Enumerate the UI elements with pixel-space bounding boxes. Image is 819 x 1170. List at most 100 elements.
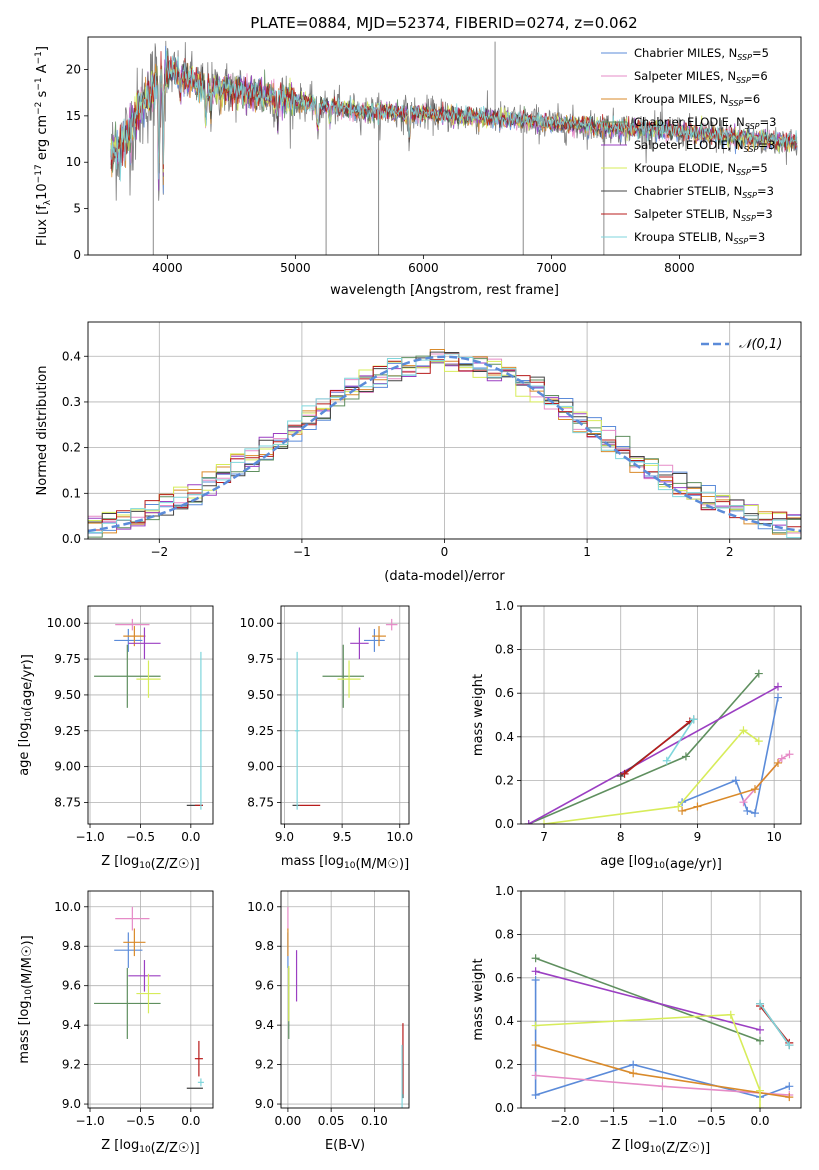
y-tick-label: 5 [73, 202, 81, 216]
y-axis-label: Normed distribution [35, 366, 50, 496]
legend-entry: Chabrier MILES, NSSP=5 [634, 46, 769, 62]
x-tick-label: −1.5 [599, 1114, 628, 1128]
weight-marker [662, 756, 671, 765]
residuals-panel: −2 −1 0 1 2 0.0 0.1 0.2 0.3 0.4 (data-model)/error… [35, 321, 802, 584]
weight-series-7 [624, 720, 691, 775]
weight-marker [739, 798, 748, 807]
y-tick-label: 9.00 [247, 760, 274, 774]
age-vs-Z-frame [87, 605, 214, 825]
y-tick-label: 9.4 [62, 1018, 81, 1032]
residual-histogram-5 [88, 360, 801, 533]
y-tick-label: 10.00 [240, 616, 274, 630]
weight-marker [756, 1025, 765, 1034]
y-tick-label: 0.6 [495, 971, 514, 985]
weight-series-8 [759, 1003, 790, 1046]
age-vs-mass-frame [280, 605, 410, 825]
x-tick-label: 9.5 [333, 830, 352, 844]
y-tick-label: 10.0 [247, 900, 274, 914]
weight-vs-age-plot-area [521, 606, 801, 824]
x-tick-label: 0.00 [275, 1114, 302, 1128]
x-tick-label: −0.5 [126, 1114, 155, 1128]
legend-entry: Salpeter STELIB, NSSP=3 [634, 207, 773, 223]
y-tick-label: 0.8 [495, 927, 514, 941]
x-tick-label: 7 [540, 830, 548, 844]
legend-entry: Kroupa MILES, NSSP=6 [634, 92, 760, 108]
figure-title: PLATE=0884, MJD=52374, FIBERID=0274, z=0… [250, 14, 637, 32]
y-tick-label: 8.75 [247, 795, 274, 809]
y-tick-label: 10.00 [47, 616, 81, 630]
weight-marker [629, 1069, 638, 1078]
weight-vs-age-panel: 7 8 9 10 0.0 0.2 0.4 0.6 0.8 1.0 age [log10(age/yr… [471, 599, 802, 872]
x-tick-label: 0.10 [361, 1114, 388, 1128]
x-tick-label: 0.0 [750, 1114, 769, 1128]
y-axis-label: age [log10(age/yr)] [17, 654, 35, 776]
age-vs-Z-plot-area [88, 606, 213, 824]
age-vs-mass-plot-area [281, 606, 409, 824]
y-tick-label: 9.8 [255, 939, 274, 953]
weight-marker [693, 802, 702, 811]
x-tick-label: −2 [150, 545, 168, 559]
weight-marker [658, 1082, 667, 1091]
legend-entry: Salpeter MILES, NSSP=6 [634, 69, 768, 85]
weight-marker [726, 1010, 735, 1019]
weight-series-4 [528, 685, 779, 824]
weight-marker [777, 754, 786, 763]
weight-series-2 [681, 762, 779, 812]
y-tick-label: 9.75 [247, 652, 274, 666]
y-tick-label: 0.6 [495, 686, 514, 700]
y-tick-label: 20 [66, 62, 81, 76]
residuals-plot-area [88, 322, 801, 539]
x-tick-label: 4000 [152, 261, 183, 275]
weight-marker [540, 820, 549, 824]
weight-marker [785, 750, 794, 759]
legend-entry: Kroupa ELODIE, NSSP=5 [634, 161, 768, 177]
weight-vs-Z-panel: −2.0 −1.5 −1.0 −0.5 0.0 0.0 0.2 0.4 0.6 0.8 1.0 Z [… [471, 884, 802, 1156]
y-tick-label: 1.0 [495, 884, 514, 898]
y-tick-label: 0.8 [495, 643, 514, 657]
y-tick-label: 0.3 [62, 395, 81, 409]
weight-marker [785, 1082, 794, 1091]
x-axis-label: mass [log10(M/M☉)] [281, 854, 409, 872]
y-tick-label: 9.6 [62, 979, 81, 993]
weight-marker [750, 785, 759, 794]
legend-entry: 𝒩(0,1) [739, 337, 782, 352]
x-tick-label: −1.0 [75, 830, 104, 844]
weight-marker [756, 1036, 765, 1045]
mass-vs-EBV-frame [280, 890, 410, 1109]
legend-entry: Chabrier STELIB, NSSP=3 [634, 184, 774, 200]
x-tick-label: −1 [293, 545, 311, 559]
x-tick-label: −1.0 [75, 1114, 104, 1128]
spectrum-frame [87, 36, 802, 256]
x-tick-label: −2.0 [550, 1114, 579, 1128]
x-tick-label: −0.5 [697, 1114, 726, 1128]
y-tick-label: 8.75 [54, 795, 81, 809]
y-tick-label: 9.25 [247, 724, 274, 738]
weight-series-4 [535, 970, 761, 1031]
y-tick-label: 9.75 [54, 652, 81, 666]
normal-reference-curve [88, 355, 801, 533]
weight-marker [531, 1041, 540, 1050]
x-tick-label: 9 [694, 830, 702, 844]
mass-vs-EBV-panel: 0.00 0.05 0.10 9.0 9.2 9.4 9.6 9.8 10.0 E(B-V) [247, 890, 410, 1153]
weight-marker [689, 715, 698, 724]
model-spectrum-8 [110, 49, 798, 182]
y-tick-label: 9.8 [62, 939, 81, 953]
y-tick-label: 0.2 [495, 773, 514, 787]
weight-marker [773, 682, 782, 691]
weight-marker [739, 726, 748, 735]
y-tick-label: 0.2 [495, 1058, 514, 1072]
x-tick-label: 10.0 [386, 830, 413, 844]
x-tick-label: 6000 [408, 261, 439, 275]
weight-marker [531, 1071, 540, 1080]
age-vs-Z-panel: −1.0 −0.5 0.0 8.75 9.00 9.25 9.50 9.75 10.00 Z [l… [17, 605, 214, 872]
weight-marker [531, 967, 540, 976]
y-tick-label: 9.0 [62, 1097, 81, 1111]
y-tick-label: 10 [66, 155, 81, 169]
x-tick-label: 0 [441, 545, 449, 559]
y-tick-label: 9.4 [255, 1018, 274, 1032]
x-axis-label: wavelength [Angstrom, rest frame] [330, 283, 559, 298]
weight-marker [750, 809, 759, 818]
x-tick-label: 5000 [280, 261, 311, 275]
y-tick-label: 9.25 [54, 724, 81, 738]
mass-vs-Z-plot-area [88, 891, 213, 1108]
